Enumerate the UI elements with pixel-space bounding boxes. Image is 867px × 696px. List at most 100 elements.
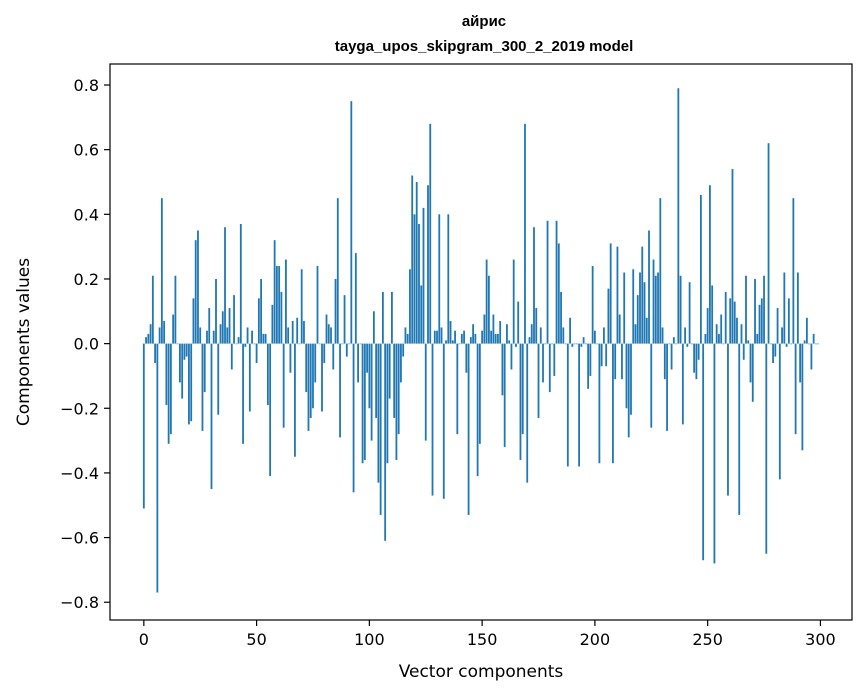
bar-30: [210, 343, 213, 490]
bar-22: [192, 298, 195, 344]
bar-115: [402, 343, 405, 357]
bar-80: [323, 343, 326, 364]
bar-200: [593, 330, 596, 344]
bar-148: [476, 343, 479, 477]
bar-144: [467, 343, 470, 515]
bar-86: [336, 198, 339, 344]
bar-32: [215, 278, 217, 344]
bar-93: [352, 343, 355, 493]
bar-238: [679, 275, 682, 344]
bar-281: [776, 308, 779, 344]
bar-98: [363, 343, 366, 460]
bar-131: [438, 214, 441, 344]
bar-273: [758, 304, 761, 344]
bar-111: [393, 343, 396, 418]
bar-8: [160, 198, 163, 344]
bar-162: [508, 340, 511, 344]
bar-38: [228, 308, 231, 344]
bar-137: [451, 340, 454, 344]
bar-283: [781, 327, 783, 344]
chart-title: айрис: [462, 13, 506, 30]
bar-196: [584, 343, 587, 345]
bar-220: [639, 272, 641, 344]
bar-117: [406, 333, 409, 344]
bar-180: [548, 343, 551, 393]
bar-265: [740, 324, 743, 344]
bar-106: [381, 291, 384, 344]
bar-109: [388, 343, 391, 399]
bar-149: [478, 343, 481, 444]
bar-53: [262, 333, 265, 344]
bar-191: [573, 343, 576, 345]
bar-222: [643, 282, 646, 344]
bar-90: [345, 343, 348, 357]
bar-286: [787, 298, 790, 344]
bar-123: [420, 285, 423, 344]
bar-202: [598, 343, 601, 464]
bar-65: [289, 343, 292, 373]
bar-72: [305, 343, 308, 393]
bar-12: [169, 343, 172, 435]
bar-113: [397, 343, 400, 435]
bar-169: [524, 123, 526, 344]
bar-171: [528, 337, 531, 344]
bar-96: [359, 343, 362, 345]
bar-209: [614, 343, 617, 380]
bar-256: [720, 314, 723, 344]
bar-48: [251, 330, 253, 344]
bar-168: [521, 343, 524, 435]
bar-259: [727, 343, 729, 496]
bar-195: [582, 337, 585, 344]
bar-250: [706, 308, 709, 344]
bar-134: [445, 340, 447, 344]
bar-187: [564, 343, 567, 345]
bar-24: [197, 230, 199, 344]
bar-68: [296, 317, 299, 344]
bar-81: [325, 314, 328, 344]
x-tick-label: 50: [246, 630, 266, 649]
bar-64: [287, 327, 290, 344]
y-tick-label: 0.8: [74, 76, 99, 95]
bar-135: [447, 214, 450, 344]
bar-76: [314, 343, 317, 383]
bar-299: [817, 343, 820, 345]
bar-272: [756, 333, 759, 344]
bar-289: [794, 343, 797, 435]
bar-19: [185, 343, 188, 357]
bar-105: [379, 343, 382, 515]
bar-270: [751, 343, 754, 402]
bar-120: [413, 214, 416, 344]
bar-197: [587, 343, 590, 389]
bar-215: [627, 343, 630, 438]
bar-138: [454, 330, 456, 344]
y-tick-label: −0.2: [60, 399, 99, 418]
bar-184: [557, 243, 560, 344]
bar-2: [147, 333, 150, 344]
bar-133: [442, 343, 445, 499]
bar-255: [718, 333, 720, 344]
bar-253: [713, 343, 716, 564]
bar-146: [472, 324, 474, 344]
chart-subtitle: tayga_upos_skipgram_300_2_2019 model: [335, 38, 634, 55]
bar-292: [801, 343, 804, 451]
bar-34: [219, 324, 222, 344]
bar-173: [533, 227, 535, 344]
bar-284: [783, 272, 786, 344]
bar-116: [404, 327, 407, 344]
bar-61: [280, 291, 283, 344]
bar-42: [237, 337, 240, 344]
bar-224: [648, 230, 650, 344]
bar-208: [612, 343, 614, 464]
bar-series: [142, 88, 820, 593]
bar-264: [738, 343, 741, 515]
bar-279: [772, 343, 774, 364]
bar-46: [246, 327, 249, 344]
bar-124: [422, 207, 425, 344]
bar-295: [808, 343, 811, 345]
bar-248: [702, 343, 705, 561]
bar-231: [663, 343, 666, 380]
bar-14: [174, 275, 177, 344]
bar-190: [571, 343, 574, 347]
